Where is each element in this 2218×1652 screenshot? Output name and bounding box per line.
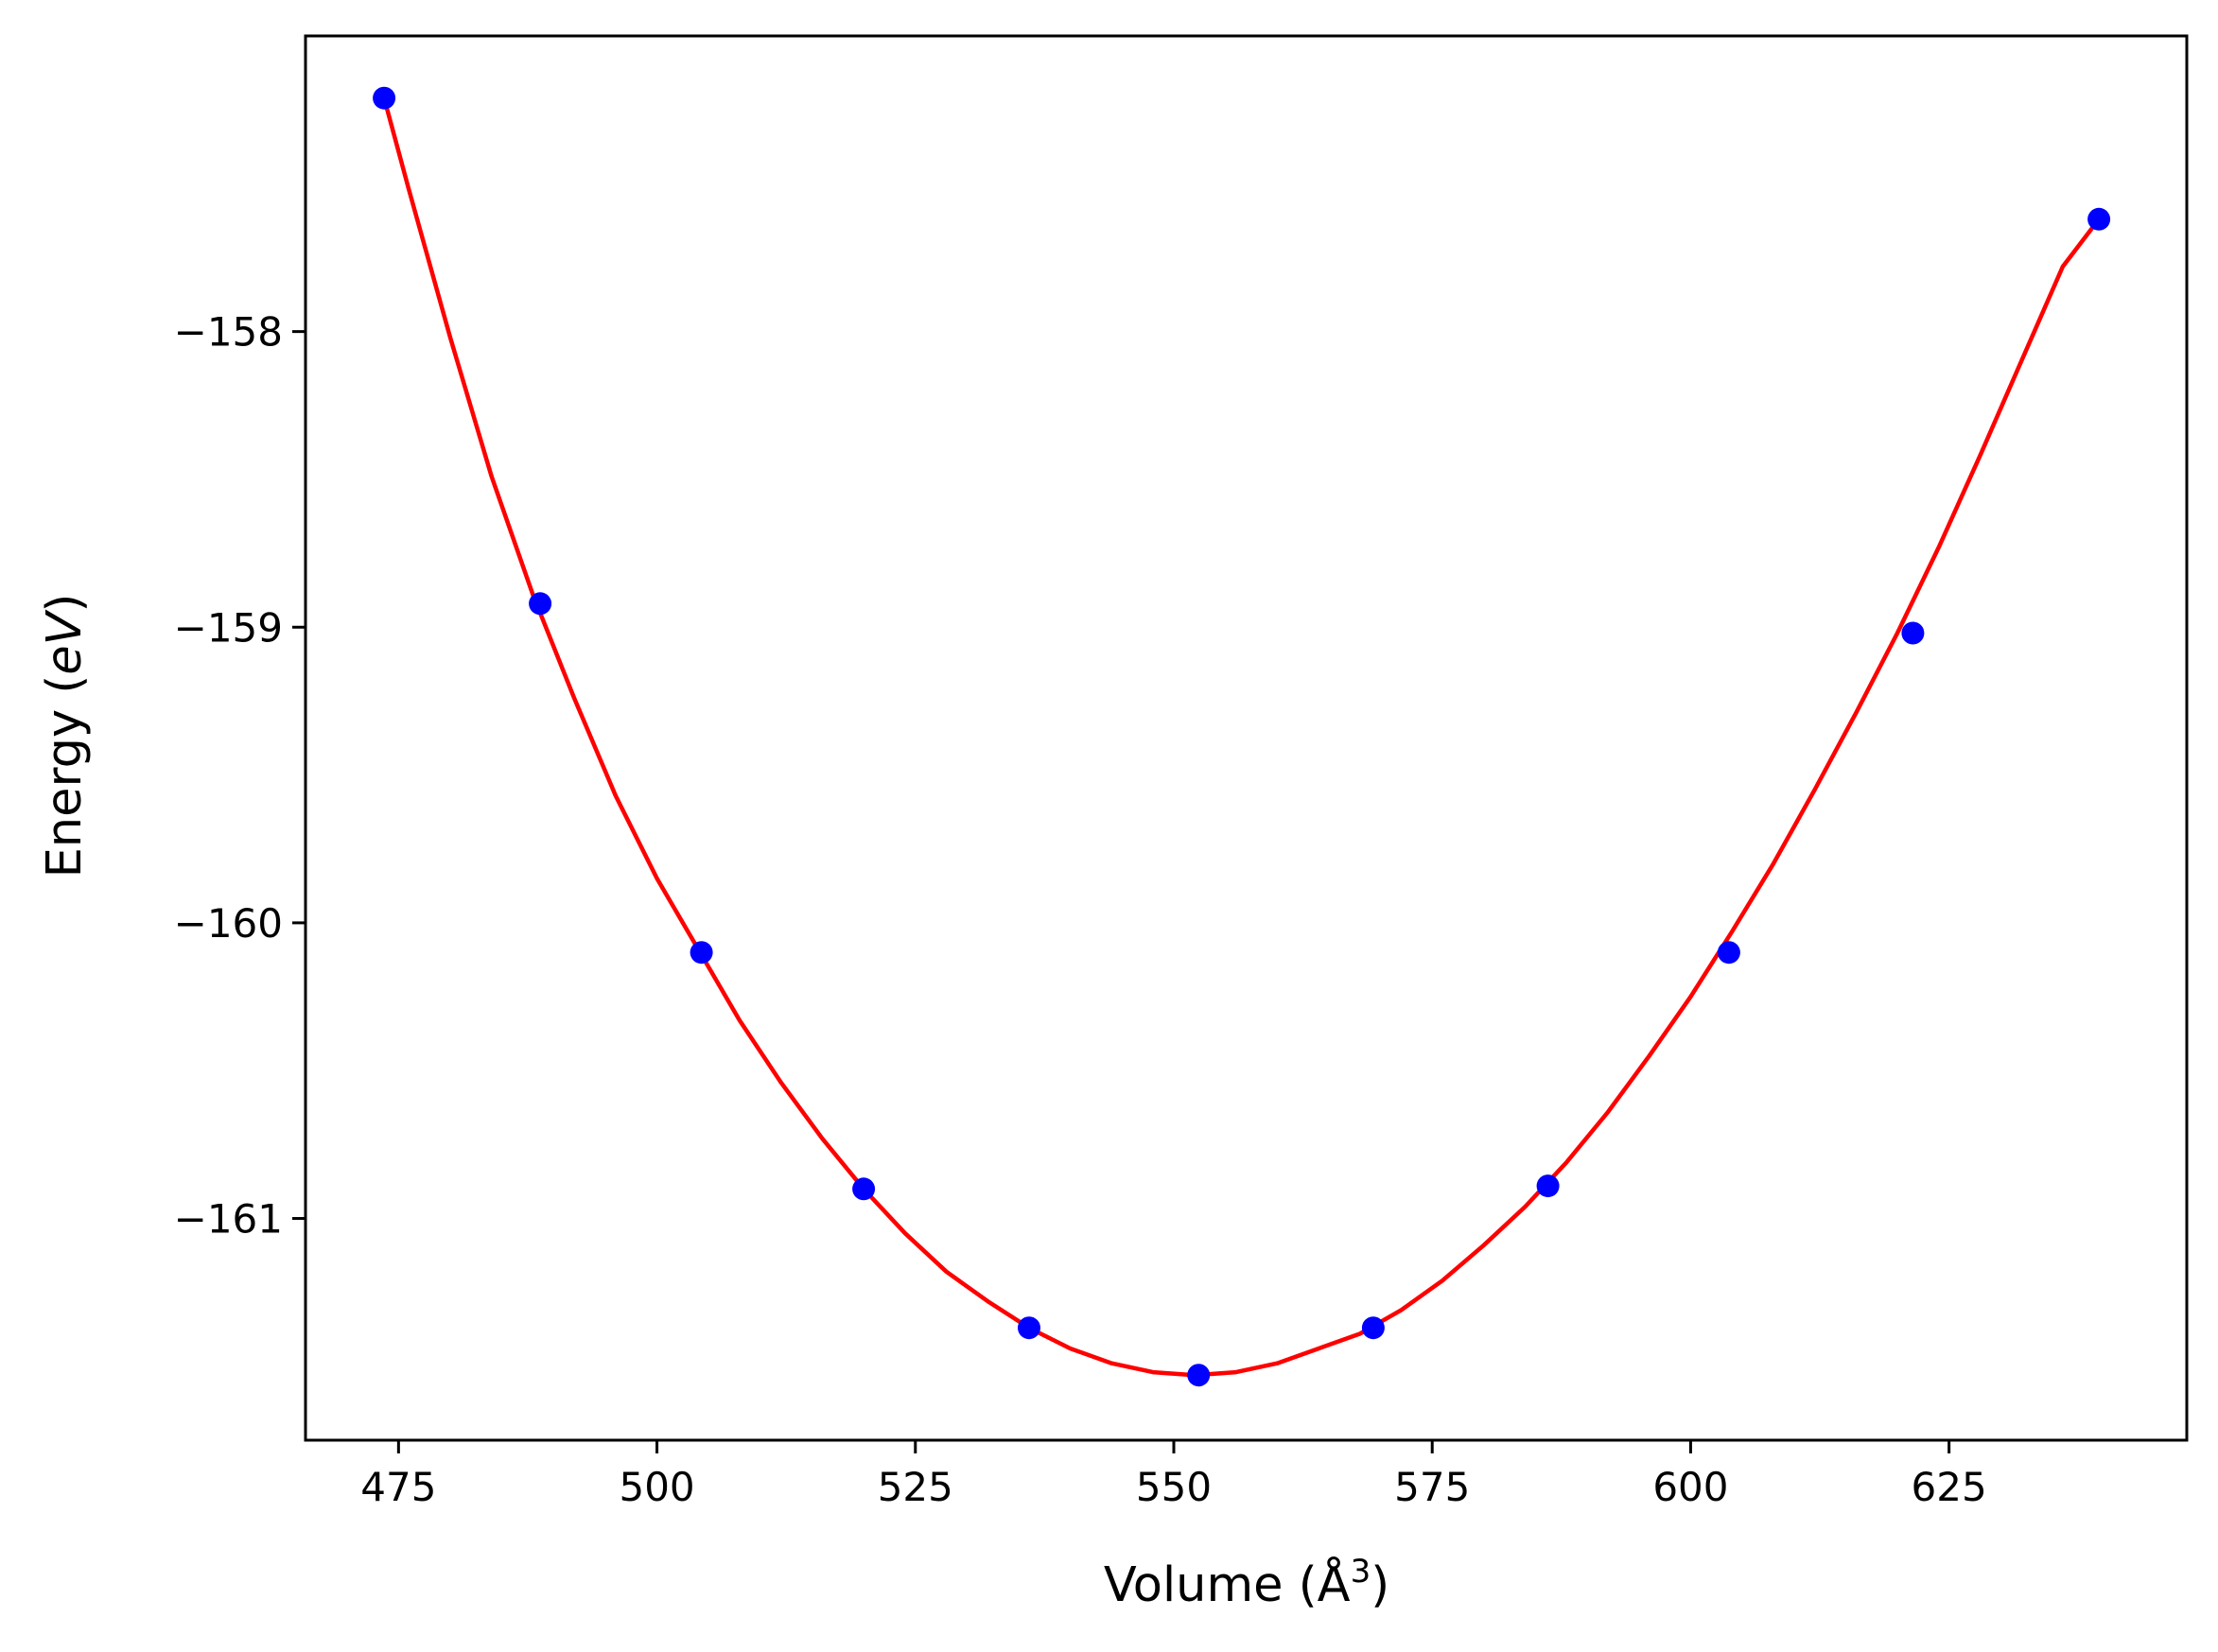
data-point <box>1901 621 1925 645</box>
data-point <box>852 1177 876 1201</box>
x-tick-label: 475 <box>360 1464 436 1510</box>
y-tick-label: −159 <box>174 604 283 651</box>
data-point <box>529 592 552 616</box>
x-tick-label: 500 <box>619 1464 694 1510</box>
y-axis-ticks: −158 −159 −160 −161 <box>174 309 306 1243</box>
y-tick-label: −161 <box>174 1196 283 1243</box>
x-axis-ticks: 475 500 525 550 575 600 625 <box>360 1440 1987 1510</box>
x-tick-label: 525 <box>878 1464 953 1510</box>
y-axis-label: Energy (eV) <box>37 594 93 878</box>
x-axis-label: Volume (Å3) <box>1104 1553 1389 1613</box>
x-tick-label: 625 <box>1912 1464 1987 1510</box>
data-points-layer <box>373 86 2111 1387</box>
fit-line-layer <box>381 97 2101 1378</box>
fit-curve <box>381 97 2101 1378</box>
y-tick-label: −160 <box>174 900 283 947</box>
x-tick-label: 600 <box>1652 1464 1728 1510</box>
x-tick-label: 550 <box>1136 1464 1212 1510</box>
plot-area-frame <box>304 34 2189 1442</box>
data-point <box>373 86 396 110</box>
data-point <box>1361 1316 1385 1340</box>
data-point <box>2087 207 2111 231</box>
data-point <box>1018 1316 1040 1340</box>
x-tick-label: 575 <box>1394 1464 1470 1510</box>
data-point <box>1187 1364 1211 1387</box>
data-point <box>1536 1174 1560 1198</box>
data-point <box>1717 941 1740 965</box>
data-point <box>690 941 713 965</box>
y-tick-label: −158 <box>174 309 283 356</box>
